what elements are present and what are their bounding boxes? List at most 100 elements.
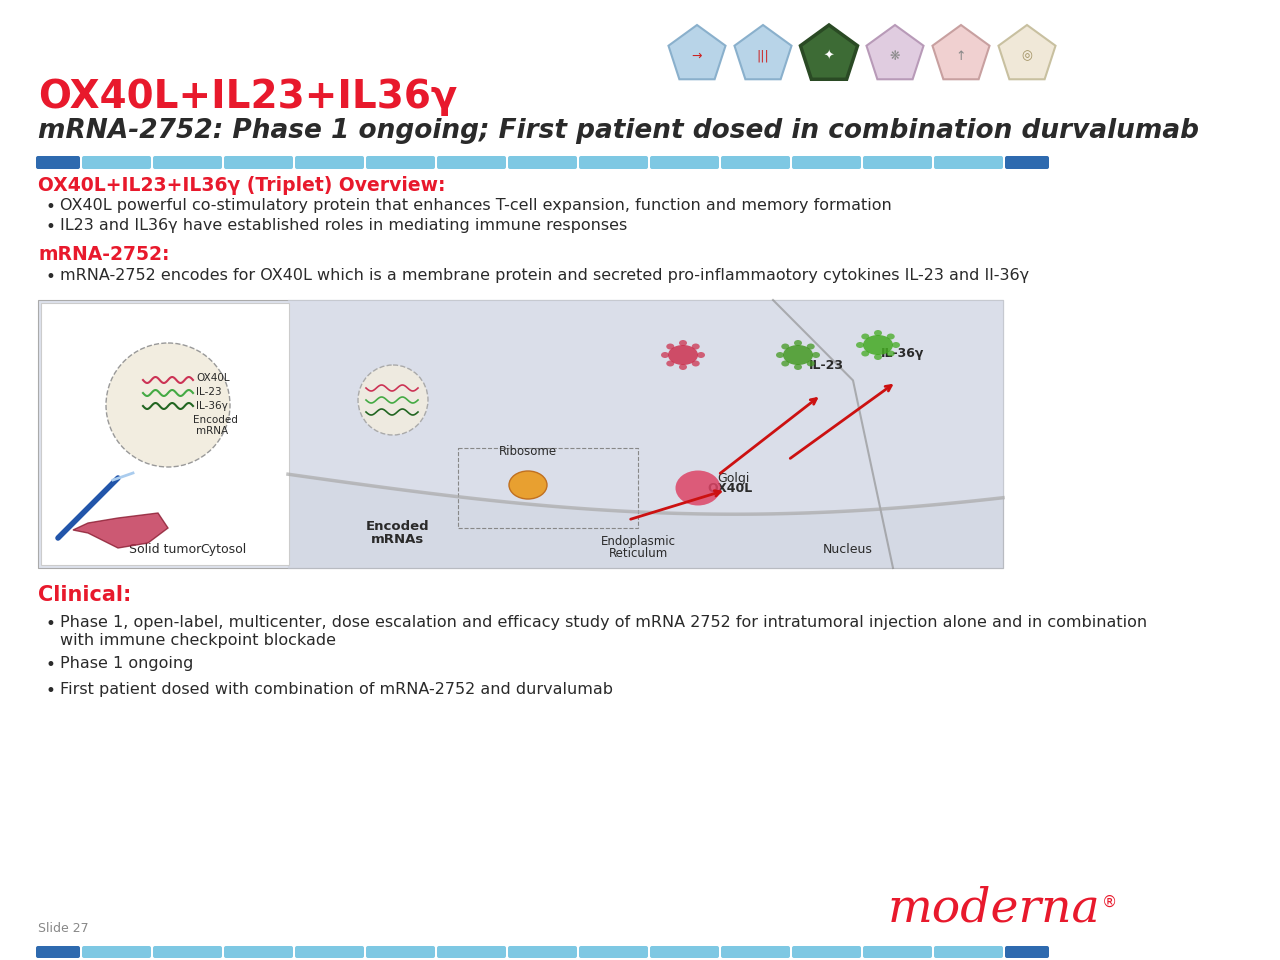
Ellipse shape: [806, 361, 815, 367]
Text: →: →: [691, 50, 703, 62]
Text: First patient dosed with combination of mRNA-2752 and durvalumab: First patient dosed with combination of …: [60, 682, 613, 697]
Ellipse shape: [691, 344, 700, 349]
FancyBboxPatch shape: [36, 946, 79, 958]
Text: mRNA-2752: Phase 1 ongoing; First patient dosed in combination durvalumab: mRNA-2752: Phase 1 ongoing; First patien…: [38, 118, 1199, 144]
Text: Solid tumor: Solid tumor: [129, 543, 201, 556]
Circle shape: [358, 365, 428, 435]
Text: •: •: [45, 615, 55, 633]
Text: OX40L+IL23+IL36γ (Triplet) Overview:: OX40L+IL23+IL36γ (Triplet) Overview:: [38, 176, 445, 195]
Polygon shape: [867, 25, 924, 80]
FancyBboxPatch shape: [650, 946, 719, 958]
Ellipse shape: [678, 340, 687, 346]
FancyBboxPatch shape: [82, 156, 151, 169]
Text: Golgi: Golgi: [717, 472, 749, 485]
Text: •: •: [45, 268, 55, 286]
Text: ✦: ✦: [824, 50, 835, 62]
Text: IL-36γ: IL-36γ: [882, 347, 924, 360]
FancyBboxPatch shape: [579, 156, 648, 169]
Ellipse shape: [691, 361, 700, 367]
FancyBboxPatch shape: [366, 156, 435, 169]
Ellipse shape: [781, 344, 790, 349]
Polygon shape: [73, 513, 168, 548]
FancyBboxPatch shape: [934, 156, 1004, 169]
Text: Encoded: Encoded: [193, 415, 238, 425]
Text: ❋: ❋: [890, 50, 900, 62]
FancyBboxPatch shape: [863, 156, 932, 169]
FancyBboxPatch shape: [154, 156, 221, 169]
Text: with immune checkpoint blockade: with immune checkpoint blockade: [60, 633, 335, 648]
Text: Phase 1 ongoing: Phase 1 ongoing: [60, 656, 193, 671]
Text: Nucleus: Nucleus: [823, 543, 873, 556]
Text: ®: ®: [1102, 895, 1117, 910]
FancyBboxPatch shape: [224, 156, 293, 169]
Ellipse shape: [856, 342, 864, 348]
FancyBboxPatch shape: [366, 946, 435, 958]
Text: mRNA-2752:: mRNA-2752:: [38, 245, 169, 264]
Text: Clinical:: Clinical:: [38, 585, 132, 605]
Ellipse shape: [667, 344, 675, 349]
FancyBboxPatch shape: [1005, 946, 1050, 958]
Text: ◎: ◎: [1021, 50, 1033, 62]
Ellipse shape: [509, 471, 547, 499]
Ellipse shape: [806, 344, 815, 349]
Text: Phase 1, open-label, multicenter, dose escalation and efficacy study of mRNA 275: Phase 1, open-label, multicenter, dose e…: [60, 615, 1147, 630]
Ellipse shape: [794, 340, 803, 346]
FancyBboxPatch shape: [721, 156, 790, 169]
FancyBboxPatch shape: [508, 946, 577, 958]
Ellipse shape: [667, 361, 675, 367]
Ellipse shape: [676, 470, 721, 506]
Polygon shape: [668, 25, 726, 80]
FancyBboxPatch shape: [154, 946, 221, 958]
FancyBboxPatch shape: [38, 300, 1004, 568]
Text: •: •: [45, 656, 55, 674]
Text: mRNA-2752 encodes for OX40L which is a membrane protein and secreted pro-inflamm: mRNA-2752 encodes for OX40L which is a m…: [60, 268, 1029, 283]
FancyBboxPatch shape: [863, 946, 932, 958]
FancyBboxPatch shape: [508, 156, 577, 169]
FancyBboxPatch shape: [224, 946, 293, 958]
FancyBboxPatch shape: [436, 946, 506, 958]
Ellipse shape: [783, 345, 813, 365]
Text: Reticulum: Reticulum: [608, 547, 668, 560]
Text: IL23 and IL36γ have established roles in mediating immune responses: IL23 and IL36γ have established roles in…: [60, 218, 627, 233]
FancyBboxPatch shape: [436, 156, 506, 169]
Text: |||: |||: [756, 50, 769, 62]
Ellipse shape: [668, 345, 698, 365]
Text: OX40L+IL23+IL36γ: OX40L+IL23+IL36γ: [38, 78, 457, 116]
Text: Slide 27: Slide 27: [38, 922, 88, 935]
Text: IL-36γ: IL-36γ: [196, 401, 228, 411]
Text: •: •: [45, 682, 55, 700]
Ellipse shape: [776, 352, 783, 358]
Text: IL-23: IL-23: [809, 359, 844, 372]
Ellipse shape: [874, 354, 882, 360]
Text: IL-23: IL-23: [196, 387, 221, 397]
Polygon shape: [998, 25, 1056, 80]
FancyBboxPatch shape: [1005, 156, 1050, 169]
Ellipse shape: [794, 364, 803, 370]
FancyBboxPatch shape: [934, 946, 1004, 958]
FancyBboxPatch shape: [82, 946, 151, 958]
FancyBboxPatch shape: [792, 156, 861, 169]
Ellipse shape: [861, 350, 869, 356]
Polygon shape: [800, 25, 858, 80]
FancyBboxPatch shape: [721, 946, 790, 958]
FancyBboxPatch shape: [294, 946, 364, 958]
Ellipse shape: [812, 352, 820, 358]
Text: mRNAs: mRNAs: [371, 533, 425, 546]
Ellipse shape: [660, 352, 669, 358]
Text: Cytosol: Cytosol: [200, 543, 246, 556]
Ellipse shape: [861, 333, 869, 340]
Ellipse shape: [887, 333, 895, 340]
Ellipse shape: [863, 335, 893, 355]
Ellipse shape: [892, 342, 900, 348]
Ellipse shape: [874, 330, 882, 336]
Ellipse shape: [887, 350, 895, 356]
FancyBboxPatch shape: [36, 156, 79, 169]
Text: mRNA: mRNA: [196, 426, 228, 436]
FancyBboxPatch shape: [41, 303, 289, 565]
FancyBboxPatch shape: [792, 946, 861, 958]
Ellipse shape: [678, 364, 687, 370]
Circle shape: [106, 343, 230, 467]
Text: Encoded: Encoded: [366, 520, 430, 533]
Polygon shape: [735, 25, 791, 80]
FancyBboxPatch shape: [294, 156, 364, 169]
